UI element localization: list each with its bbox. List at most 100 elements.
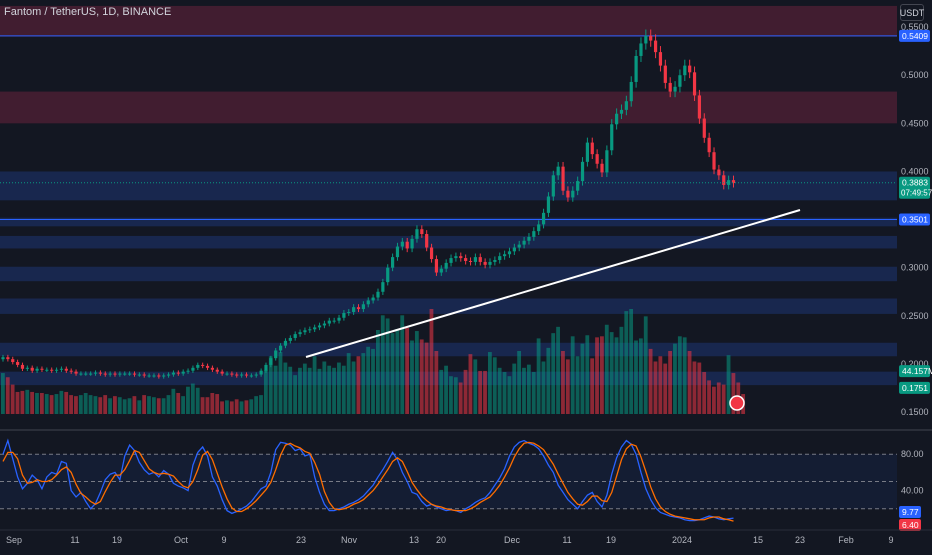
- candle: [93, 372, 98, 374]
- candle: [483, 261, 487, 265]
- candle: [98, 372, 102, 374]
- candle: [59, 368, 64, 370]
- volume-bar: [195, 387, 200, 414]
- candle: [366, 300, 370, 305]
- volume-bar: [302, 363, 307, 414]
- symbol-title[interactable]: Fantom / TetherUS, 1D, BINANCE: [4, 6, 172, 18]
- volume-bar: [449, 376, 453, 414]
- time-tick-label: 19: [112, 535, 122, 545]
- candle: [697, 95, 702, 119]
- event-flag-icon[interactable]: [729, 395, 745, 411]
- candle: [391, 257, 395, 268]
- volume-bar: [171, 388, 176, 414]
- candle: [454, 256, 458, 259]
- volume-bar: [371, 348, 375, 414]
- candle: [649, 35, 653, 41]
- candle: [74, 371, 78, 374]
- volume-bar: [341, 365, 346, 414]
- candle: [425, 234, 429, 248]
- price-tick-label: 0.4000: [901, 166, 929, 176]
- candle: [176, 372, 180, 374]
- volume-bar: [132, 396, 137, 414]
- candle: [54, 369, 59, 371]
- volume-bar: [317, 368, 322, 414]
- volume-bar: [54, 394, 59, 414]
- price-tick-label: 0.4500: [901, 118, 929, 128]
- volume-bar: [663, 363, 668, 414]
- candle: [488, 261, 492, 265]
- volume-bar: [49, 395, 54, 414]
- candle: [386, 267, 390, 283]
- candle: [571, 190, 575, 198]
- volume-bar: [93, 396, 98, 414]
- candle: [137, 374, 141, 376]
- candle: [30, 367, 34, 371]
- candle: [400, 241, 404, 247]
- candle: [240, 374, 244, 376]
- volume-bar: [88, 395, 93, 414]
- volume-bar: [419, 339, 424, 414]
- candle: [692, 72, 697, 96]
- time-tick-label: 11: [70, 535, 79, 545]
- candle: [712, 152, 716, 170]
- resistance-zone-1: [0, 91, 897, 124]
- oscillator-label-text: 6.40: [902, 520, 919, 530]
- volume-bar: [721, 384, 726, 414]
- currency-selector-button[interactable]: USDT: [900, 4, 924, 21]
- candle: [230, 373, 234, 375]
- volume-bar: [507, 376, 512, 414]
- candle: [434, 259, 439, 273]
- volume-bar: [673, 343, 677, 414]
- volume-bar: [307, 367, 312, 414]
- volume-bar: [561, 351, 565, 414]
- candle: [11, 359, 15, 363]
- candle: [142, 374, 146, 376]
- time-tick-label: 19: [606, 535, 616, 545]
- candle: [113, 373, 117, 375]
- candle: [556, 166, 560, 176]
- candle: [444, 262, 448, 269]
- support-zone-5: [0, 266, 897, 282]
- candle: [653, 40, 658, 53]
- volume-bar: [327, 365, 332, 414]
- volume-bar: [531, 372, 536, 414]
- volume-bar: [458, 382, 463, 414]
- candle: [332, 320, 336, 322]
- candle: [147, 375, 151, 377]
- candle: [264, 364, 268, 371]
- volume-bar: [39, 393, 44, 414]
- volume-bar: [565, 359, 570, 414]
- candle: [16, 362, 20, 365]
- support-zone-2: [0, 171, 897, 201]
- volume-bar: [366, 346, 371, 414]
- volume-bar: [424, 342, 429, 414]
- candle: [503, 254, 507, 257]
- candle: [327, 320, 331, 324]
- volume-bar: [74, 396, 78, 414]
- volume-bar: [483, 370, 487, 414]
- volume-bar: [210, 393, 215, 414]
- trendline[interactable]: [305, 209, 801, 358]
- candle: [269, 358, 273, 365]
- volume-bar: [585, 335, 590, 414]
- volume-bar: [716, 382, 721, 414]
- candle: [303, 330, 307, 333]
- candle: [352, 307, 356, 312]
- candle: [201, 364, 205, 366]
- price-label-text: 0.1751: [902, 383, 928, 393]
- candle: [181, 371, 185, 374]
- time-tick-label: 13: [409, 535, 419, 545]
- volume-bar: [44, 394, 49, 414]
- candle: [322, 323, 327, 326]
- support-zone-4: [0, 235, 897, 249]
- candle: [313, 327, 317, 330]
- time-tick-label: 15: [753, 535, 763, 545]
- volume-bar: [648, 348, 653, 414]
- volume-bar: [692, 361, 697, 414]
- candle: [551, 175, 555, 197]
- candle: [580, 161, 585, 182]
- support-zone-8: [0, 371, 897, 386]
- price-label-text: 44.157M: [902, 366, 932, 376]
